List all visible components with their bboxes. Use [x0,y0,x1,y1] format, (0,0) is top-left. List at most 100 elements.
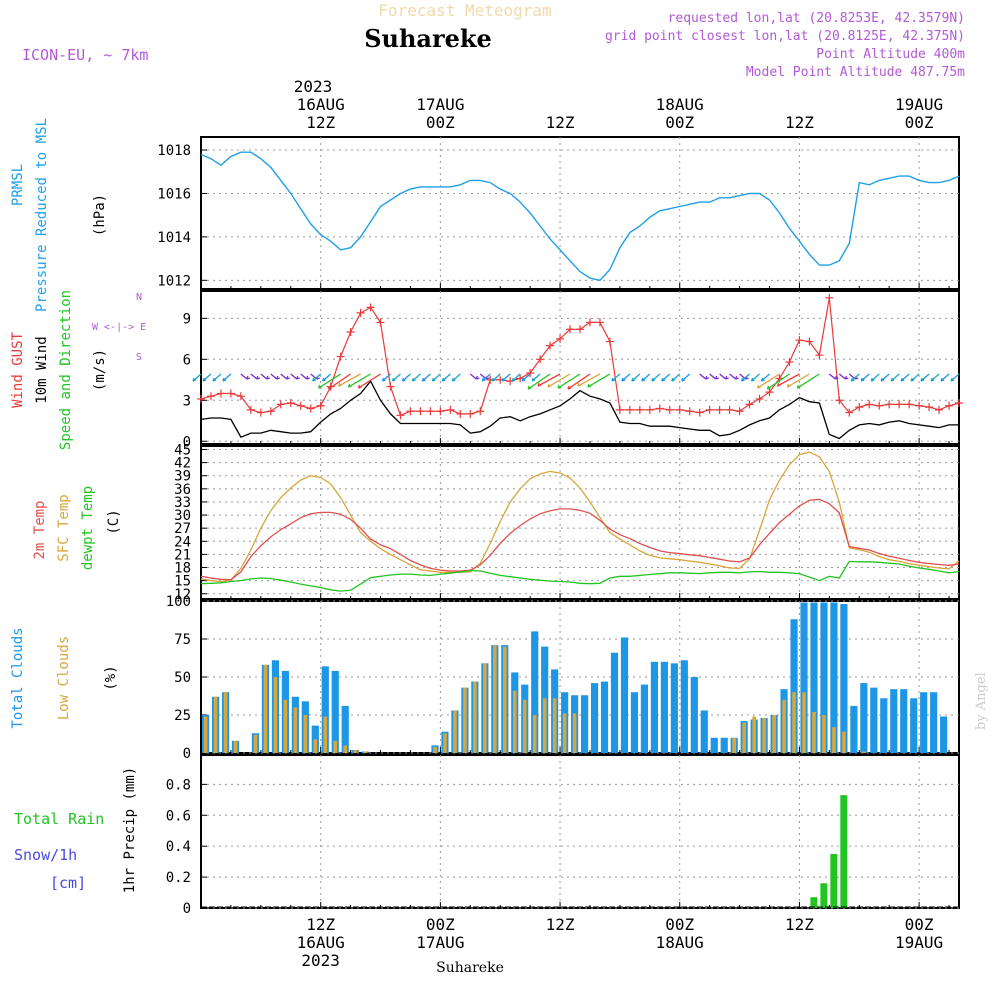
time-top-hour: 12Z [546,113,575,132]
time-bottom-date: 16AUG [297,933,345,952]
wind-direction-arrow [338,373,361,387]
low-cloud-bar [812,711,816,753]
y-tick-label: 0 [183,746,191,762]
gust-point [825,293,834,302]
wind-arrow-head [735,375,739,380]
gust-point [326,382,335,391]
gust-point [356,308,365,317]
gust-point [476,407,485,416]
gust-point [316,401,325,410]
total-cloud-bar [640,684,649,753]
compass-we: W <-|-> E [92,322,146,333]
y-tick-label: 0 [183,901,191,917]
wind-direction-arrow [547,373,571,388]
time-bottom-date: 19AUG [895,933,943,952]
wind-arrow-head [705,375,709,380]
total-cloud-bar [680,660,688,753]
wind-direction-arrow [641,373,651,382]
y-tick-label: 0 [183,434,191,450]
y-tick-label: 12 [174,587,191,603]
total-cloud-bar [880,698,888,753]
total-cloud-bar [341,705,349,753]
total-cloud-bar [830,602,838,753]
low-cloud-bar [203,716,208,753]
gust-point [865,400,874,409]
gust-point [815,351,824,360]
wind-arrow-head [940,377,945,382]
wind-direction-arrow [567,373,591,390]
panel-frame-wind [200,290,960,445]
low-cloud-bar [253,734,258,753]
gust-point [416,407,425,416]
wind-direction-arrow [661,373,671,382]
low-cloud-bar [542,698,547,753]
wind-arrow-head [776,382,781,387]
wind-arrow-head [475,375,480,380]
temp-2m-line [200,498,960,581]
gust-point [765,388,774,397]
compass-north: N [136,292,142,303]
wind-arrow-head [725,375,729,380]
gust-point [406,407,415,416]
gust-point [306,404,315,413]
total-cloud-bar [321,666,329,753]
total-cloud-bar [600,681,609,753]
rain-bar [830,853,838,908]
total-cloud-bar [581,695,589,753]
low-cloud-bar [493,645,497,753]
gust-point [665,405,674,414]
wind-arrow-head [481,377,486,382]
gust-point [256,408,265,417]
gust-point [556,334,565,343]
gust-point [945,401,954,410]
wind-direction-arrow [382,373,391,382]
wind-direction-arrow [950,373,960,382]
rain-label: Total Rain [14,810,104,828]
y-tick-label: 21 [174,547,191,563]
wind-direction-arrow [501,373,511,382]
wind-arrow-head [547,383,552,388]
time-top-hour: 12Z [785,113,814,132]
wind-arrow-head [786,383,791,388]
total-cloud-bar [920,692,928,753]
y-tick-label: 0.6 [166,808,191,824]
wind-direction-arrow [392,373,401,382]
wind-direction-arrow [577,373,601,387]
wind-arrow-head [920,377,925,382]
requested-coords: requested lon,lat (20.8253E, 42.3579N) [668,11,965,26]
wind-arrow-head [766,385,771,390]
wind-arrow-head [381,377,386,382]
y-tick-label: 36 [174,482,191,498]
wind-arrow-head [796,384,801,389]
wind-direction-arrow [787,373,810,388]
wind-direction-arrow [777,373,800,387]
wind-arrow-head [621,377,626,382]
wind-arrow-head [222,377,227,382]
low-cloud-bar [742,722,746,753]
wind-direction-arrow [850,373,860,382]
wind-direction-arrow [671,373,681,382]
wind-arrow-head [266,375,271,380]
low-cloud-bar [822,715,826,753]
gust-point [595,318,604,327]
low-cloud-bar [363,751,367,753]
y-tick-label: 24 [174,534,191,550]
wind-direction-arrow [537,373,561,387]
wind-arrow-head [256,375,261,380]
wind-direction-arrow [312,373,322,382]
wind-direction-arrow [358,373,381,389]
wind-arrow-head [641,377,646,382]
wind-direction-arrow [651,373,661,382]
gust-point [436,407,445,416]
wind-arrow-head [338,382,342,387]
wind-direction-arrow [421,373,431,382]
wind-direction-arrow [328,373,351,390]
wind-arrow-head [756,384,761,389]
wind-arrow-head [910,377,915,382]
gust-point [885,400,894,409]
time-bottom-year: 2023 [301,951,340,970]
gust-point [366,303,375,312]
wind-direction-arrow [751,373,760,382]
gust-point [715,405,724,414]
wind-direction-arrow [910,373,920,382]
